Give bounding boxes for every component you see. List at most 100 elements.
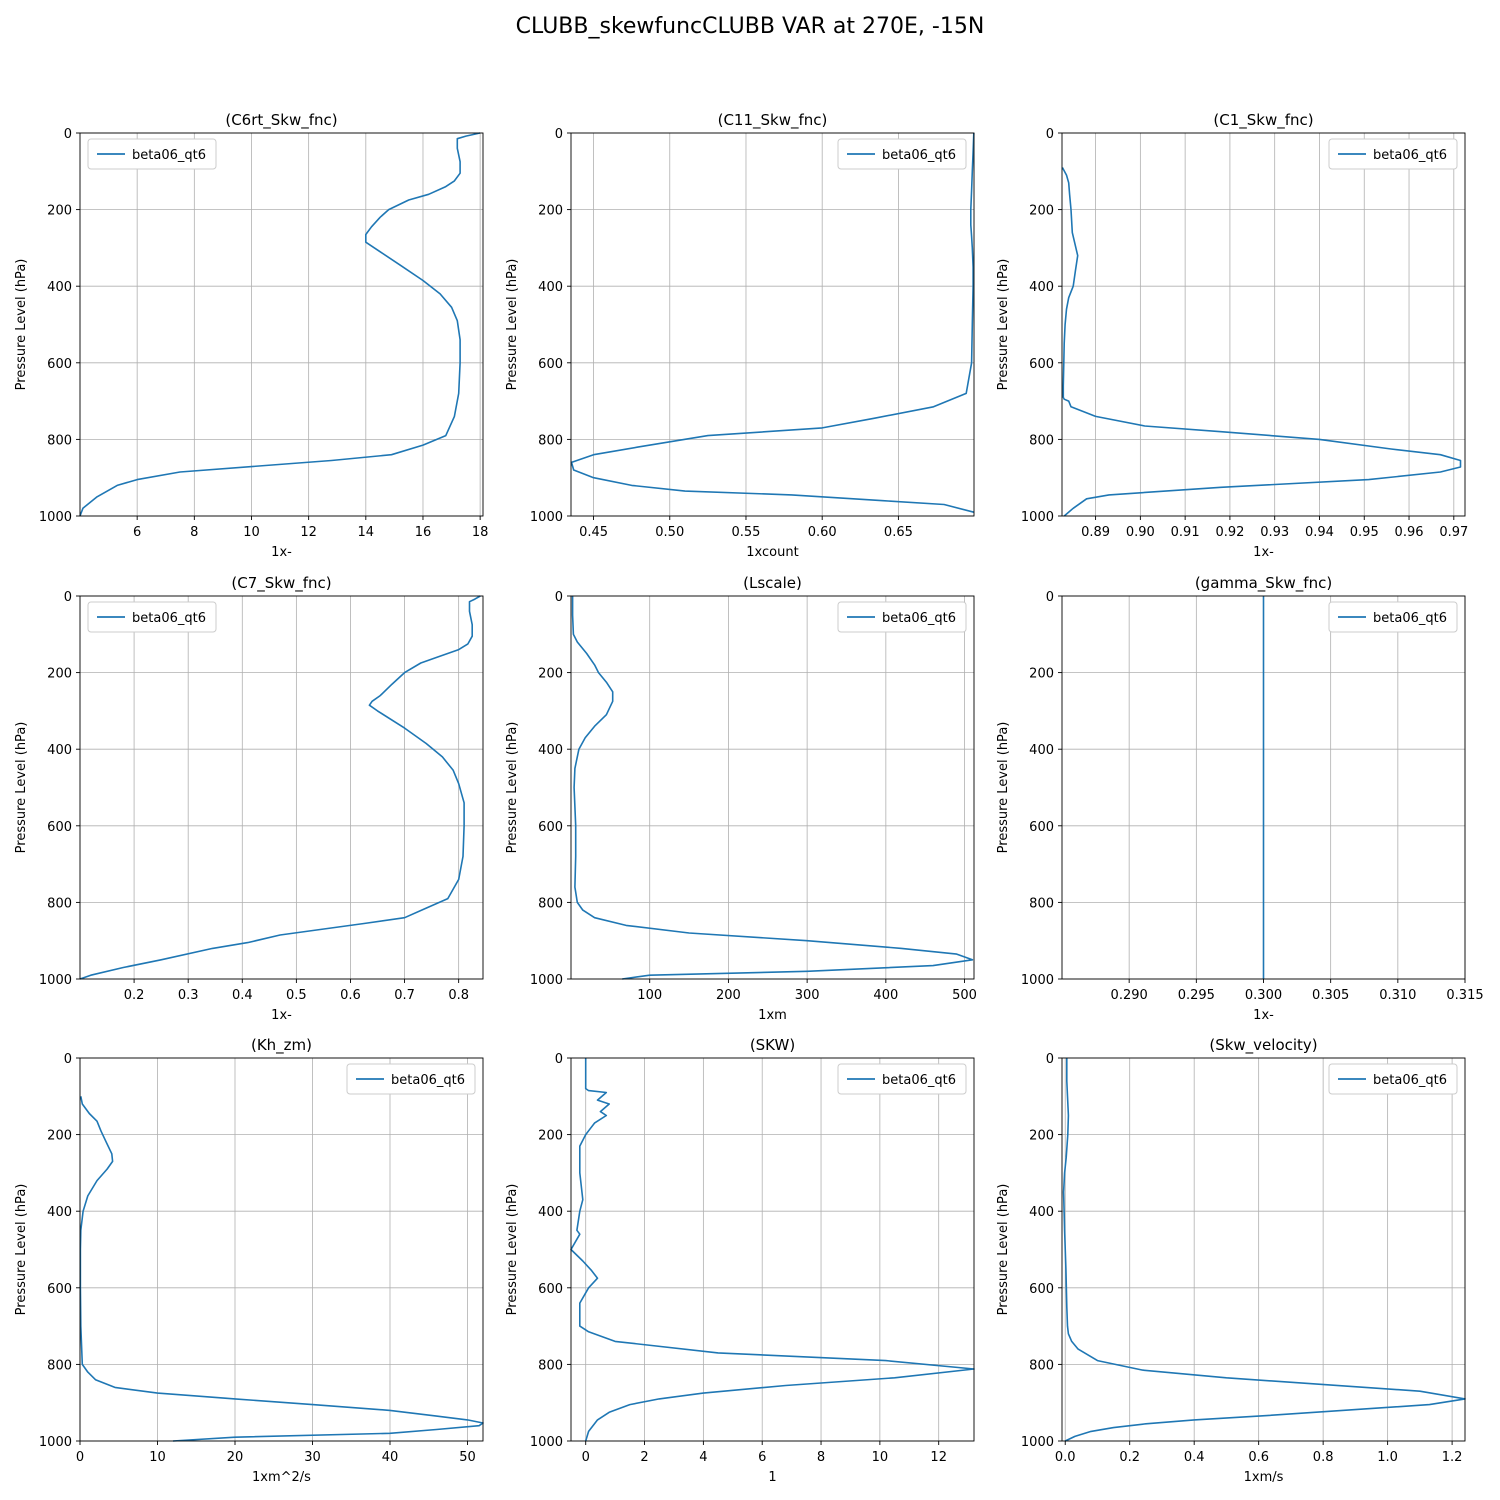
y-tick-label: 800	[538, 433, 563, 448]
x-tick-label: 0.95	[1350, 525, 1379, 540]
subplot-2: 0.45 0.50 0.55 0.60 0.65 0 200 400 600 800 1000 (C1…	[505, 111, 975, 560]
x-tick-label: 0.97	[1439, 525, 1468, 540]
x-axis-label: 1xm/s	[1244, 1470, 1284, 1485]
legend: beta06_qt6	[346, 1063, 476, 1095]
subplot-title: (Skw_velocity)	[1209, 1036, 1317, 1055]
subplot-title: (gamma_Skw_fnc)	[1195, 574, 1332, 593]
y-tick-label: 1000	[530, 973, 563, 988]
x-axis-label: 1	[768, 1470, 776, 1485]
legend-box	[87, 601, 217, 633]
x-tick-label: 0.3	[178, 988, 199, 1003]
y-tick-label: 0	[555, 127, 563, 142]
y-tick-label: 1000	[1021, 1435, 1054, 1450]
y-tick-label: 1000	[39, 1435, 72, 1450]
x-tick-label: 0	[76, 1450, 84, 1465]
series-line	[1062, 1058, 1466, 1442]
legend-label: beta06_qt6	[882, 148, 956, 163]
subplot-6: 0.290 0.295 0.300 0.305 0.310 0.315 0 200 400 600…	[996, 574, 1484, 1023]
y-axis-label: Pressure Level (hPa)	[505, 259, 520, 391]
x-axis-label: 1x-	[271, 545, 292, 560]
y-axis-label: Pressure Level (hPa)	[996, 722, 1011, 854]
axes-frame	[1061, 132, 1466, 517]
y-tick-label: 0	[555, 1052, 563, 1067]
subplot-title: (Lscale)	[743, 574, 802, 592]
x-tick-label: 0.45	[579, 525, 608, 540]
legend-label: beta06_qt6	[132, 148, 206, 163]
y-tick-label: 400	[538, 280, 563, 295]
y-tick-label: 0	[555, 590, 563, 605]
x-axis-label: 1xcount	[746, 545, 798, 560]
subplot-title: (C11_Skw_fnc)	[718, 111, 828, 130]
legend-box	[1328, 138, 1458, 170]
x-tick-label: 100	[637, 988, 662, 1003]
x-tick-label: 200	[716, 988, 741, 1003]
x-tick-label: 0.91	[1171, 525, 1200, 540]
y-tick-label: 1000	[1021, 973, 1054, 988]
x-tick-label: 0.92	[1215, 525, 1244, 540]
x-tick-label: 6	[133, 525, 141, 540]
x-tick-label: 0.55	[732, 525, 761, 540]
subplot-7: 0 10 20 30 40 50 0 200 400 600 800 1000 (Kh_zm) 1xm^2…	[14, 1036, 484, 1485]
series-line	[570, 1058, 975, 1442]
series-line	[79, 132, 481, 517]
x-tick-label: 500	[952, 988, 977, 1003]
y-tick-label: 200	[47, 1129, 72, 1144]
x-tick-label: 8	[817, 1450, 825, 1465]
x-tick-label: 0.300	[1245, 988, 1282, 1003]
legend-box	[346, 1063, 476, 1095]
x-tick-label: 0.4	[1184, 1450, 1205, 1465]
x-tick-label: 12	[930, 1450, 947, 1465]
x-tick-label: 400	[873, 988, 898, 1003]
x-tick-label: 4	[699, 1450, 707, 1465]
series-line	[570, 132, 975, 513]
x-tick-label: 0.60	[808, 525, 837, 540]
subplot-9: 0.0 0.2 0.4 0.6 0.8 1.0 1.2 0 200 400 600 800 1000 (S…	[996, 1036, 1466, 1485]
y-tick-label: 200	[538, 1129, 563, 1144]
x-tick-label: 12	[300, 525, 317, 540]
x-axis-label: 1xm	[758, 1008, 787, 1023]
x-tick-label: 0.2	[1119, 1450, 1140, 1465]
subplot-8: 0 2 4 6 8 10 12 0 200 400 600 800 1000 (SKW) 1 Pressure…	[505, 1036, 975, 1485]
legend: beta06_qt6	[837, 1063, 967, 1095]
y-tick-label: 0	[1046, 127, 1054, 142]
x-tick-label: 0.93	[1260, 525, 1289, 540]
subplot-title: (SKW)	[750, 1036, 795, 1054]
figure-title: CLUBB_skewfuncCLUBB VAR at 270E, -15N	[515, 14, 985, 39]
x-tick-label: 16	[415, 525, 432, 540]
series-line	[1061, 167, 1462, 517]
y-tick-label: 800	[47, 896, 72, 911]
legend-label: beta06_qt6	[1373, 611, 1447, 626]
legend-label: beta06_qt6	[132, 611, 206, 626]
y-tick-label: 400	[47, 743, 72, 758]
x-tick-label: 0.2	[124, 988, 145, 1003]
x-tick-label: 0.0	[1055, 1450, 1076, 1465]
legend-label: beta06_qt6	[391, 1073, 465, 1088]
y-tick-label: 1000	[1021, 510, 1054, 525]
y-tick-label: 400	[1029, 1205, 1054, 1220]
series-line	[571, 596, 974, 980]
legend: beta06_qt6	[1328, 1063, 1458, 1095]
subplot-title: (Kh_zm)	[251, 1036, 312, 1055]
y-tick-label: 400	[1029, 743, 1054, 758]
subplot-title: (C6rt_Skw_fnc)	[225, 111, 337, 130]
y-tick-label: 400	[47, 280, 72, 295]
axes-frame	[79, 595, 484, 980]
y-tick-label: 600	[47, 820, 72, 835]
x-tick-label: 0.8	[1313, 1450, 1334, 1465]
x-tick-label: 8	[190, 525, 198, 540]
y-axis-label: Pressure Level (hPa)	[505, 722, 520, 854]
x-tick-label: 0.6	[1248, 1450, 1269, 1465]
y-tick-label: 200	[538, 667, 563, 682]
y-tick-label: 0	[64, 1052, 72, 1067]
y-axis-label: Pressure Level (hPa)	[996, 1184, 1011, 1316]
y-tick-label: 200	[47, 667, 72, 682]
x-tick-label: 10	[872, 1450, 889, 1465]
subplot-4: 0.2 0.3 0.4 0.5 0.6 0.7 0.8 0 200 400 600 800 1000 (C…	[14, 574, 484, 1023]
y-axis-label: Pressure Level (hPa)	[14, 1184, 29, 1316]
series-line	[79, 595, 481, 980]
subplot-title: (C1_Skw_fnc)	[1213, 111, 1313, 130]
series-line	[79, 1096, 484, 1442]
subplot-5: 100 200 300 400 500 0 200 400 600 800 1000 (Lscale)…	[505, 574, 977, 1023]
y-tick-label: 800	[47, 1358, 72, 1373]
